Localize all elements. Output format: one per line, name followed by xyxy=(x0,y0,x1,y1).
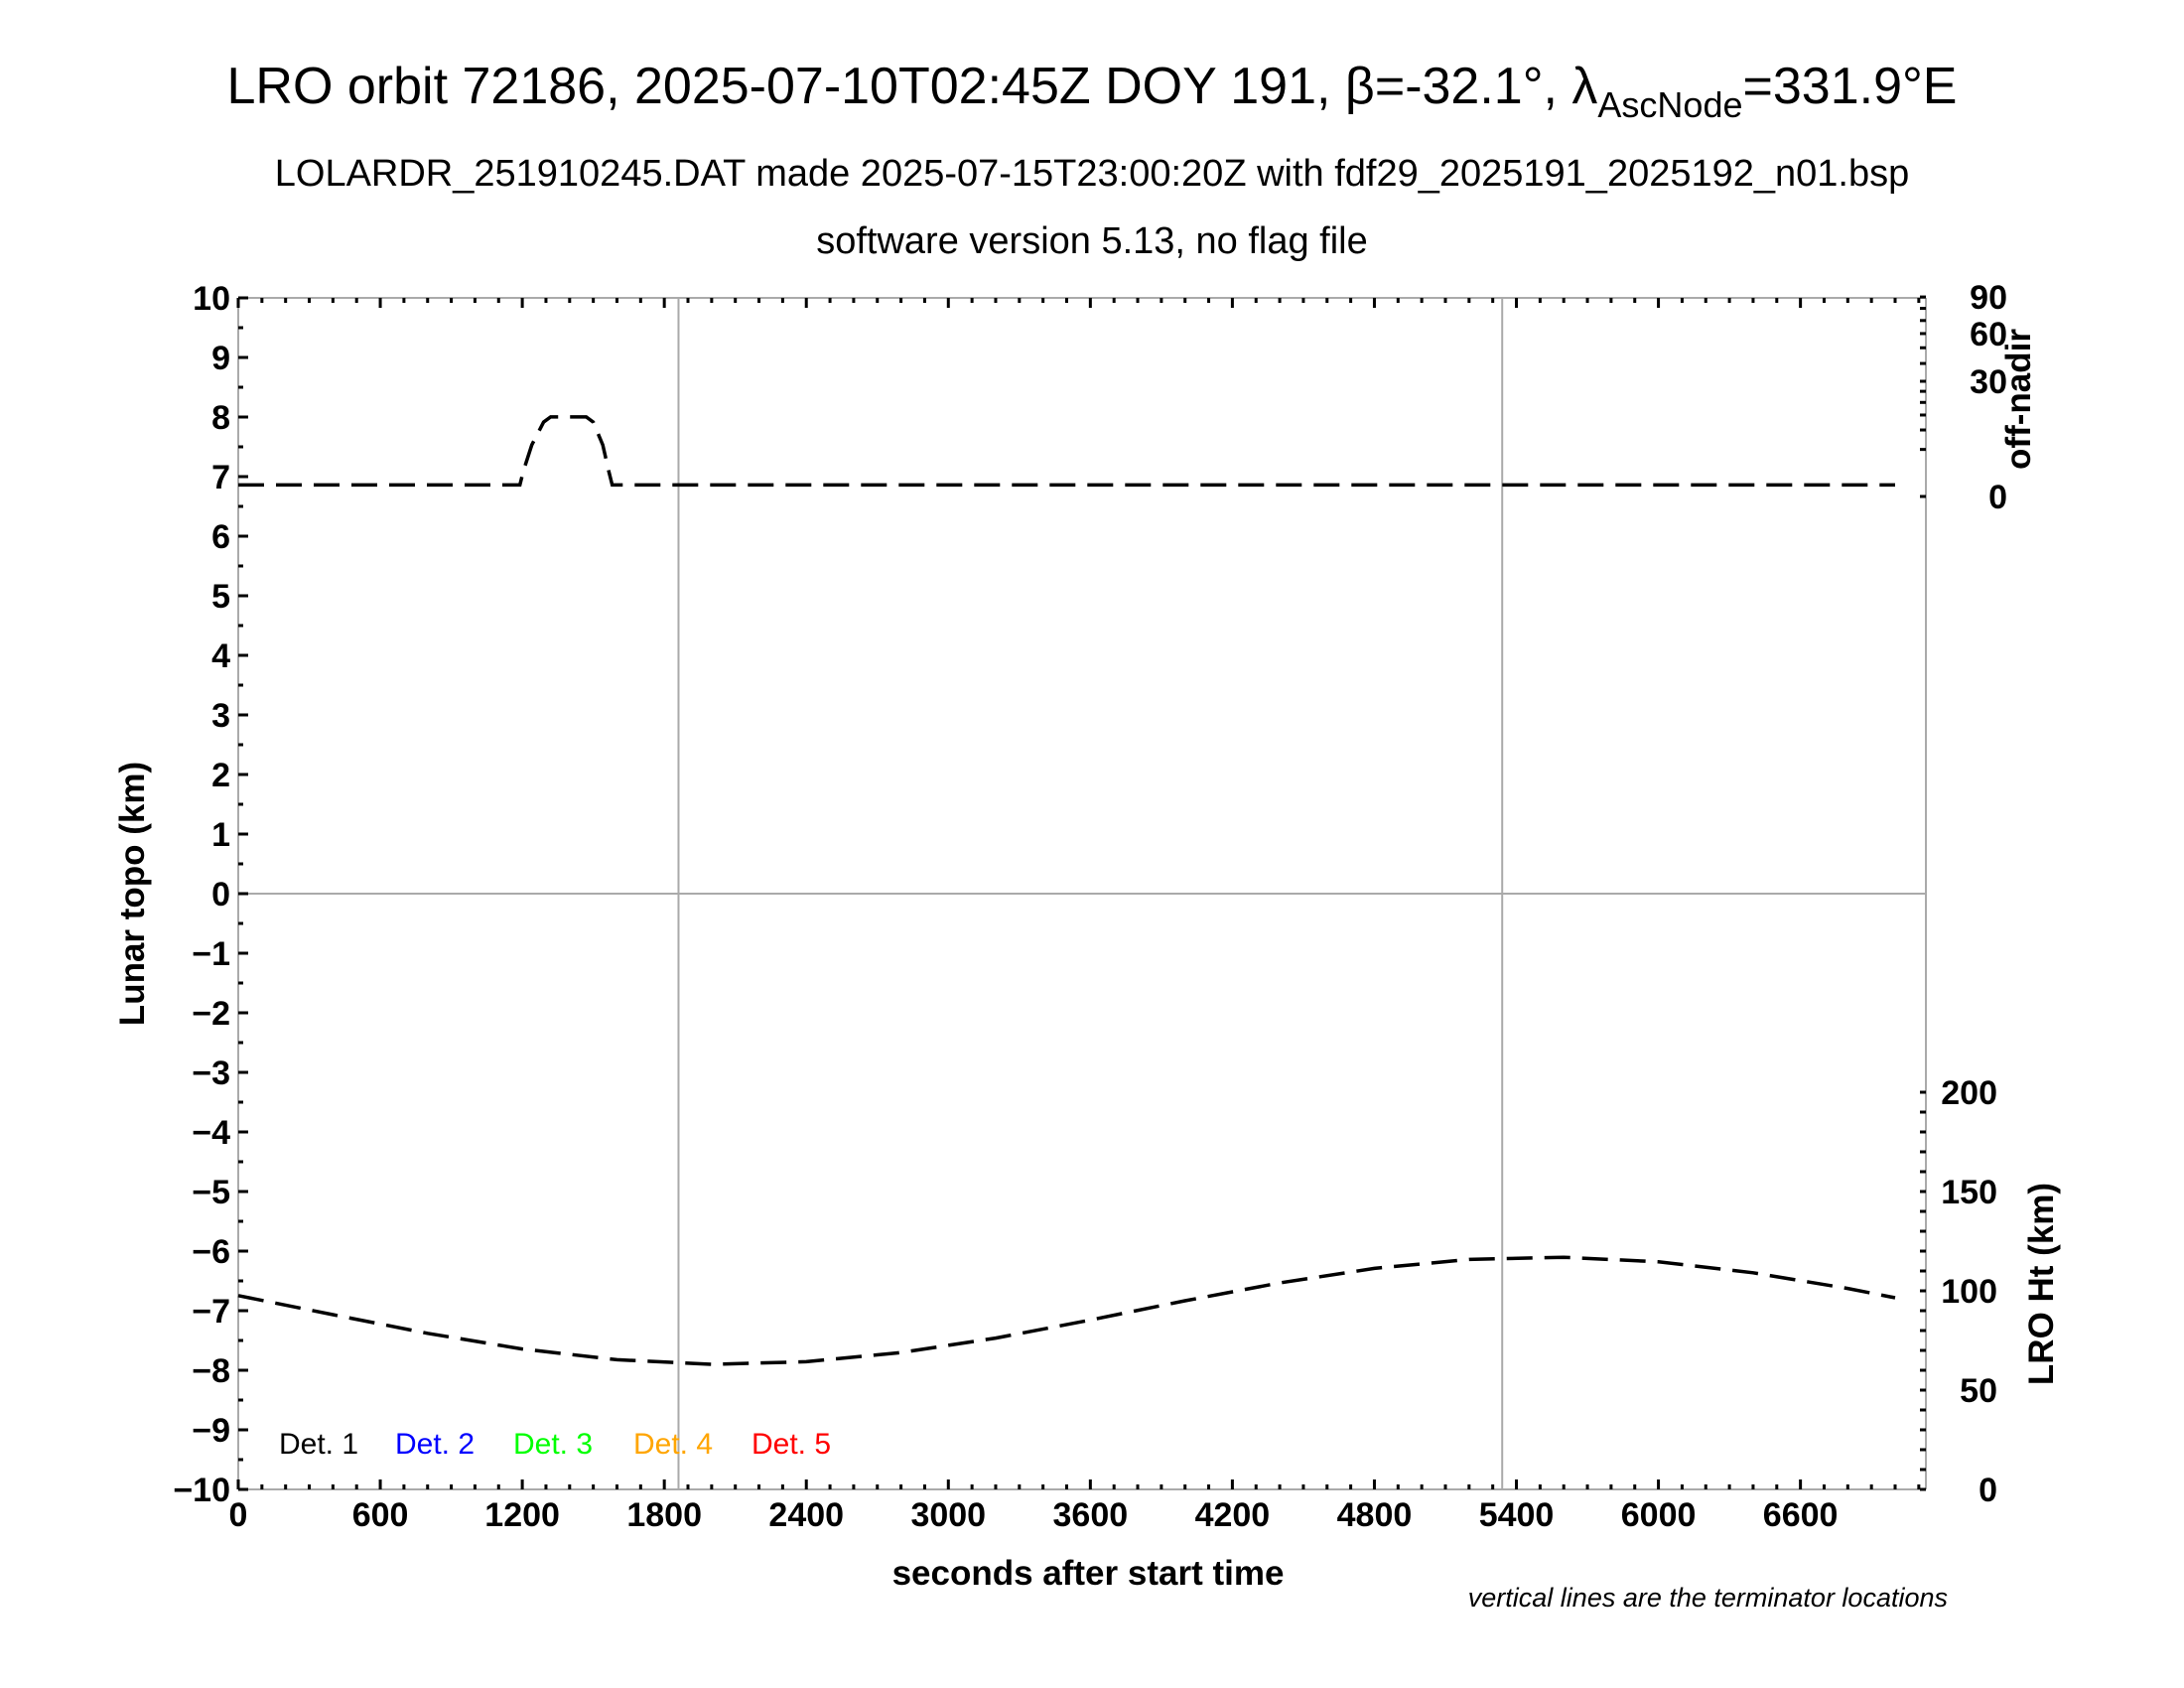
x-tick-label: 6600 xyxy=(1763,1496,1839,1534)
x-tick-label: 4200 xyxy=(1195,1496,1271,1534)
y-tick-label: −10 xyxy=(173,1472,230,1509)
x-axis-label: seconds after start time xyxy=(892,1554,1285,1593)
ht-tick-label: 100 xyxy=(1941,1273,1997,1311)
x-tick-label: 3000 xyxy=(910,1496,986,1534)
x-tick-label: 1200 xyxy=(484,1496,560,1534)
y-tick-label: −5 xyxy=(192,1174,230,1211)
x-tick-label: 5400 xyxy=(1479,1496,1555,1534)
chart-subtitle-2: software version 5.13, no flag file xyxy=(816,220,1368,262)
chart-subtitle: LOLARDR_251910245.DAT made 2025-07-15T23… xyxy=(275,153,1910,195)
legend-entry: Det. 2 xyxy=(395,1428,475,1461)
y-tick-label: −9 xyxy=(192,1412,230,1450)
axes xyxy=(236,295,1927,1491)
grid-lines xyxy=(238,298,1926,1489)
off-nadir-tick-label: 60 xyxy=(1970,316,2007,353)
y-tick-label: 1 xyxy=(211,816,230,854)
x-tick-label: 600 xyxy=(352,1496,409,1534)
y-tick-label: 0 xyxy=(211,876,230,914)
y-tick-label: −8 xyxy=(192,1352,230,1390)
terminator-note: vertical lines are the terminator locati… xyxy=(1468,1583,1948,1613)
y-tick-label: −7 xyxy=(192,1293,230,1331)
off-nadir-line xyxy=(238,415,1895,488)
ht-tick-label: 50 xyxy=(1960,1372,1997,1410)
y-tick-label: 2 xyxy=(211,757,230,794)
legend-entry: Det. 4 xyxy=(633,1428,713,1461)
legend-entry: Det. 5 xyxy=(751,1428,831,1461)
y-tick-label: 8 xyxy=(211,399,230,437)
y-tick-label: −4 xyxy=(192,1114,230,1152)
series-lines xyxy=(237,415,1896,1366)
y-tick-label: −3 xyxy=(192,1055,230,1092)
x-tick-label: 6000 xyxy=(1621,1496,1697,1534)
x-tick-label: 2400 xyxy=(768,1496,844,1534)
ht-tick-label: 200 xyxy=(1941,1074,1997,1112)
x-tick-label: 4800 xyxy=(1337,1496,1413,1534)
y-tick-label: 7 xyxy=(211,459,230,496)
legend-entry: Det. 3 xyxy=(513,1428,593,1461)
x-tick-label: 1800 xyxy=(626,1496,702,1534)
tick-labels: 0 600 1200 1800 2400 3000 3600 4200 4800 5400 6000… xyxy=(173,279,2007,1534)
lro-height-line xyxy=(237,1255,1896,1366)
off-nadir-tick-label: 90 xyxy=(1970,279,2007,317)
y-tick-label: −2 xyxy=(192,995,230,1033)
y-tick-label: 10 xyxy=(193,280,230,318)
y-tick-label: 6 xyxy=(211,518,230,556)
y-axis-label: Lunar topo (km) xyxy=(113,762,152,1026)
off-nadir-tick-label: 0 xyxy=(1988,479,2007,516)
lro-ht-axis-label: LRO Ht (km) xyxy=(2022,1183,2061,1385)
y-tick-label: 5 xyxy=(211,578,230,616)
x-tick-label: 3600 xyxy=(1053,1496,1129,1534)
y-tick-label: 3 xyxy=(211,697,230,735)
ht-tick-label: 150 xyxy=(1941,1174,1997,1211)
y-tick-label: 4 xyxy=(211,637,230,675)
off-nadir-axis-label: off-nadir xyxy=(1999,329,2038,470)
legend-entry: Det. 1 xyxy=(279,1428,358,1461)
y-tick-label: −6 xyxy=(192,1233,230,1271)
y-tick-label: 9 xyxy=(211,340,230,377)
y-tick-label: −1 xyxy=(192,935,230,973)
x-tick-label: 0 xyxy=(229,1496,248,1534)
chart-title: LRO orbit 72186, 2025-07-10T02:45Z DOY 1… xyxy=(227,58,1958,125)
off-nadir-tick-label: 30 xyxy=(1970,363,2007,401)
ht-tick-label: 0 xyxy=(1979,1472,1997,1509)
legend: Det. 1 Det. 2 Det. 3 Det. 4 Det. 5 xyxy=(279,1428,831,1461)
